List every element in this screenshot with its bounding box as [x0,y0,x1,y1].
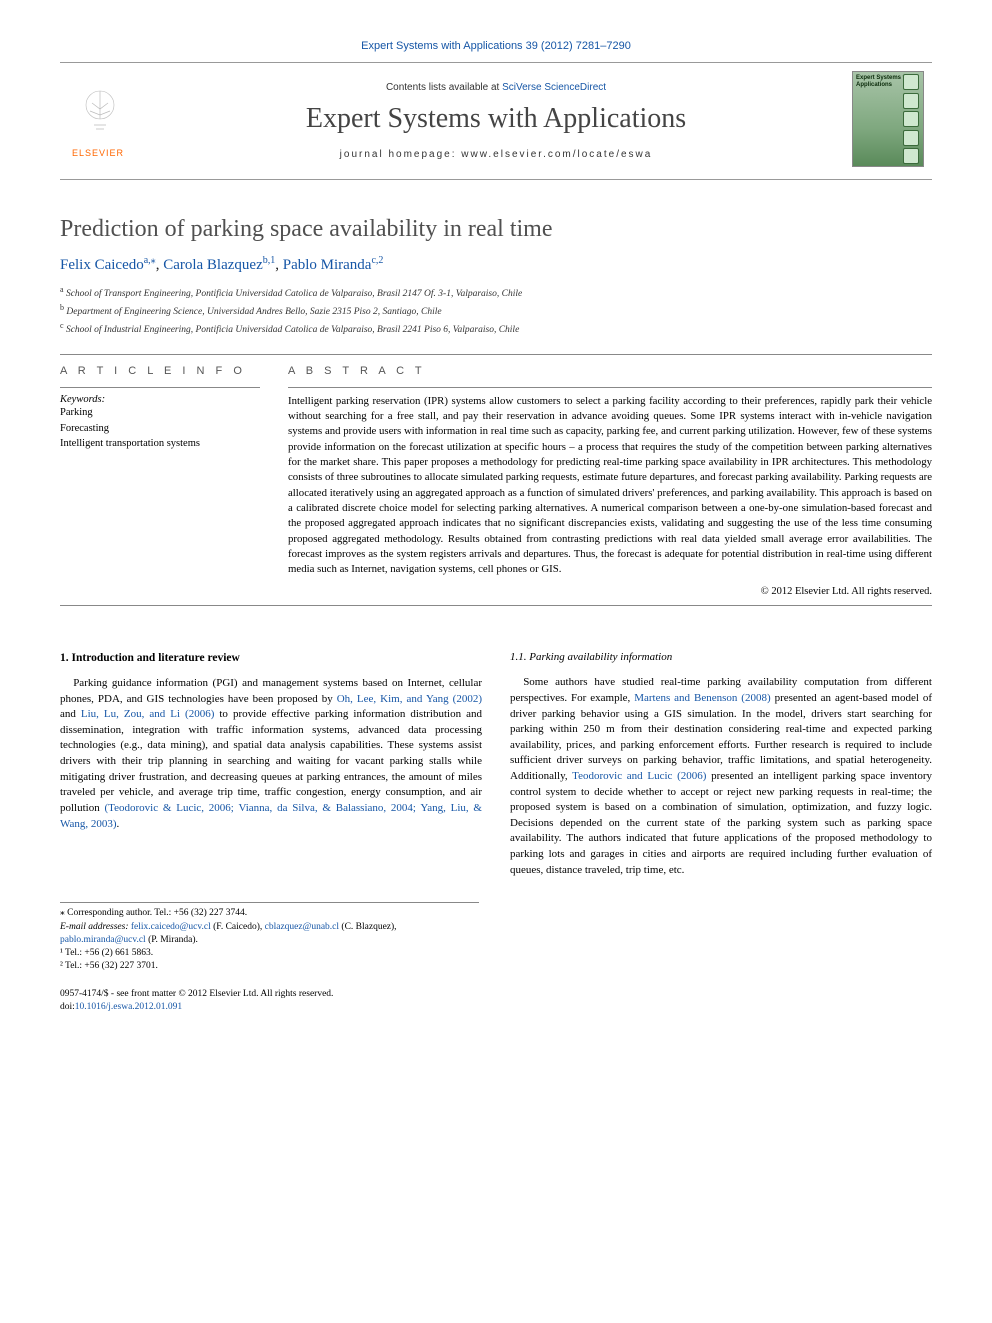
abstract-copyright: © 2012 Elsevier Ltd. All rights reserved… [288,586,932,597]
divider [60,354,932,355]
cover-icon [903,93,919,109]
text-span: presented an agent-based model of driver… [510,692,932,782]
sciencedirect-link[interactable]: SciVerse ScienceDirect [502,82,606,93]
affiliation-a: School of Transport Engineering, Pontifi… [66,289,522,299]
section-heading: 1. Introduction and literature review [60,650,482,666]
text-span: (C. Blazquez), [339,922,397,932]
text-span: . [117,818,120,830]
author-link[interactable]: Carola Blazquez [163,257,263,273]
body-paragraph: Parking guidance information (PGI) and m… [60,676,482,832]
author-sup: c,2 [371,255,383,266]
text-span: to provide effective parking information… [60,708,482,814]
citation-link[interactable]: Oh, Lee, Kim, and Yang (2002) [337,693,482,705]
affiliations: a School of Transport Engineering, Ponti… [60,284,932,338]
contents-prefix: Contents lists available at [386,82,502,93]
email-link[interactable]: pablo.miranda@ucv.cl [60,935,146,945]
body-text: 1. Introduction and literature review Pa… [60,650,932,889]
tel-note: ² Tel.: +56 (32) 227 3701. [60,960,479,973]
text-span: (F. Caicedo), [211,922,265,932]
article-info-column: a r t i c l e i n f o Keywords: Parking … [60,365,260,597]
cover-icon [903,148,919,164]
publisher-logo: ELSEVIER [60,85,140,158]
journal-header: ELSEVIER Contents lists available at Sci… [60,62,932,180]
keyword: Intelligent transportation systems [60,436,260,452]
author-sup: b,1 [263,255,276,266]
keywords-label: Keywords: [60,387,260,405]
author-link[interactable]: Felix Caicedo [60,257,144,273]
text-span: (P. Miranda). [146,935,198,945]
keyword: Forecasting [60,421,260,437]
article-title: Prediction of parking space availability… [60,216,932,243]
elsevier-tree-icon [72,85,128,141]
cover-icon [903,111,919,127]
footnotes: ⁎ Corresponding author. Tel.: +56 (32) 2… [60,902,479,973]
citation-link[interactable]: (Teodorovic & Lucic, 2006; Vianna, da Si… [60,802,482,830]
emails-label: E-mail addresses: [60,922,129,932]
abstract-column: a b s t r a c t Intelligent parking rese… [288,365,932,597]
citation-link[interactable]: Martens and Benenson (2008) [634,692,770,704]
journal-cover-thumb: Expert Systems with Applications [852,71,932,171]
text-span: and [60,708,81,720]
publisher-name: ELSEVIER [72,148,128,158]
journal-reference: Expert Systems with Applications 39 (201… [60,40,932,52]
text-span: presented an intelligent parking space i… [510,770,932,876]
divider [60,605,932,606]
footer-matter: 0957-4174/$ - see front matter © 2012 El… [60,988,932,1015]
journal-name: Expert Systems with Applications [140,103,852,135]
affiliation-c: School of Industrial Engineering, Pontif… [66,325,519,335]
corresponding-author-note: ⁎ Corresponding author. Tel.: +56 (32) 2… [60,907,479,920]
abstract-heading: a b s t r a c t [288,365,932,377]
doi-label: doi: [60,1002,75,1012]
doi-link[interactable]: 10.1016/j.eswa.2012.01.091 [75,1002,182,1012]
article-info-heading: a r t i c l e i n f o [60,365,260,377]
email-addresses-line: E-mail addresses: felix.caicedo@ucv.cl (… [60,921,479,948]
doi-line: doi:10.1016/j.eswa.2012.01.091 [60,1001,932,1014]
front-matter-line: 0957-4174/$ - see front matter © 2012 El… [60,988,932,1001]
citation-link[interactable]: Teodorovic and Lucic (2006) [572,770,706,782]
tel-note: ¹ Tel.: +56 (2) 661 5863. [60,947,479,960]
contents-available-line: Contents lists available at SciVerse Sci… [140,82,852,93]
cover-icon [903,74,919,90]
email-link[interactable]: cblazquez@unab.cl [265,922,339,932]
keyword: Parking [60,405,260,421]
email-link[interactable]: felix.caicedo@ucv.cl [131,922,211,932]
author-link[interactable]: Pablo Miranda [283,257,372,273]
author-sup: a,⁎ [144,255,156,266]
journal-homepage: journal homepage: www.elsevier.com/locat… [140,149,852,160]
body-paragraph: Some authors have studied real-time park… [510,675,932,878]
affiliation-b: Department of Engineering Science, Unive… [66,307,441,317]
authors-line: Felix Caicedoa,⁎, Carola Blazquezb,1, Pa… [60,255,932,274]
keywords-list: Parking Forecasting Intelligent transpor… [60,405,260,452]
cover-icon [903,130,919,146]
citation-link[interactable]: Liu, Lu, Zou, and Li (2006) [81,708,214,720]
abstract-text: Intelligent parking reservation (IPR) sy… [288,387,932,578]
subsection-heading: 1.1. Parking availability information [510,650,932,666]
